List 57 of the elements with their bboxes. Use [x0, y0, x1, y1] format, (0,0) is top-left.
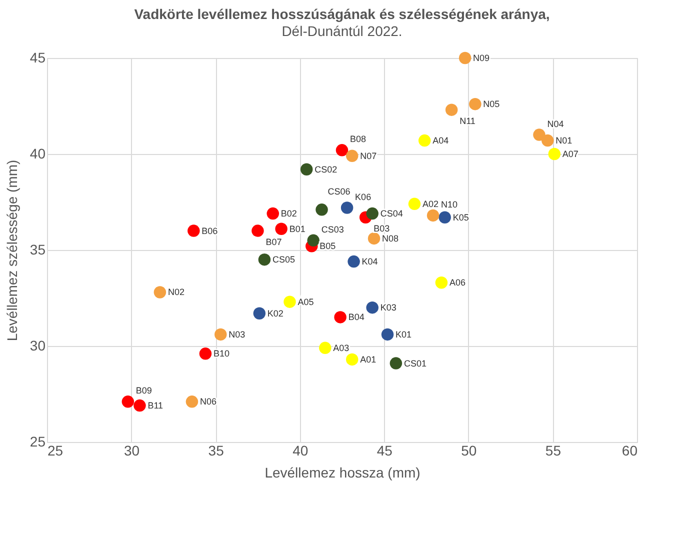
annotation: A06 — [449, 278, 466, 288]
annotation: B10 — [213, 348, 230, 359]
annotation: B09 — [136, 386, 152, 396]
annotation: A03 — [333, 342, 350, 353]
x-tick-label: 35 — [208, 442, 224, 458]
annotation: N04 — [547, 118, 564, 129]
annotation: K03 — [380, 302, 396, 313]
annotation: B04 — [348, 312, 364, 322]
annotation: N01 — [556, 136, 572, 146]
y-tick-label: 40 — [30, 146, 46, 162]
annotation: A05 — [298, 296, 314, 307]
annotation: B01 — [289, 224, 306, 234]
x-tick-label: 40 — [292, 442, 308, 458]
y-tick-label: 35 — [30, 242, 46, 258]
x-tick-label: 50 — [461, 442, 477, 458]
annotation: K01 — [396, 329, 412, 340]
annotation: CS01 — [404, 358, 426, 368]
annotation: B03 — [374, 223, 390, 234]
annotation: B07 — [266, 236, 282, 247]
annotation: B11 — [148, 400, 164, 411]
annotation: CS03 — [321, 224, 344, 234]
annotation: B06 — [202, 226, 218, 236]
annotation: B02 — [280, 208, 297, 219]
annotation: N11 — [460, 116, 476, 126]
annotation: K02 — [267, 308, 284, 318]
x-tick-label: 55 — [545, 442, 562, 458]
annotation: B08 — [350, 134, 366, 144]
annotation: N07 — [360, 150, 377, 161]
annotation: CS02 — [314, 164, 338, 174]
annotation: K05 — [452, 212, 469, 222]
annotation: CS05 — [272, 254, 295, 265]
y-tick-label: 45 — [30, 50, 46, 66]
annotation: A07 — [562, 149, 578, 159]
chart-subtitle: Dél-Dunántúl 2022. — [282, 23, 402, 39]
annotation: N09 — [473, 53, 490, 63]
annotation: N05 — [483, 99, 500, 110]
x-tick-label: 45 — [376, 442, 393, 458]
x-tick-label: 30 — [124, 442, 140, 458]
annotation: N10 — [441, 199, 458, 210]
annotation: N06 — [200, 396, 216, 407]
annotation: A01 — [360, 354, 376, 364]
annotation: CS06 — [328, 186, 350, 197]
y-tick-label: 30 — [30, 338, 46, 354]
annotation: N02 — [168, 287, 184, 298]
x-axis-title: Levéllemez hossza (mm) — [264, 464, 420, 480]
x-tick-label: 60 — [622, 442, 638, 458]
chart-title: Vadkörte levéllemez hosszúságának és szélességének aránya, — [134, 6, 550, 22]
annotation: B05 — [320, 241, 336, 252]
annotation: CS04 — [380, 208, 403, 219]
x-tick-label: 25 — [48, 442, 64, 458]
annotation: A04 — [432, 136, 449, 146]
y-axis-title: Levéllemez szélessége (mm) — [4, 160, 20, 342]
annotation: K04 — [362, 256, 378, 267]
annotation: N08 — [382, 233, 399, 244]
annotation: K06 — [355, 192, 372, 202]
annotation: A02 — [422, 198, 438, 209]
annotation: N03 — [228, 329, 246, 340]
